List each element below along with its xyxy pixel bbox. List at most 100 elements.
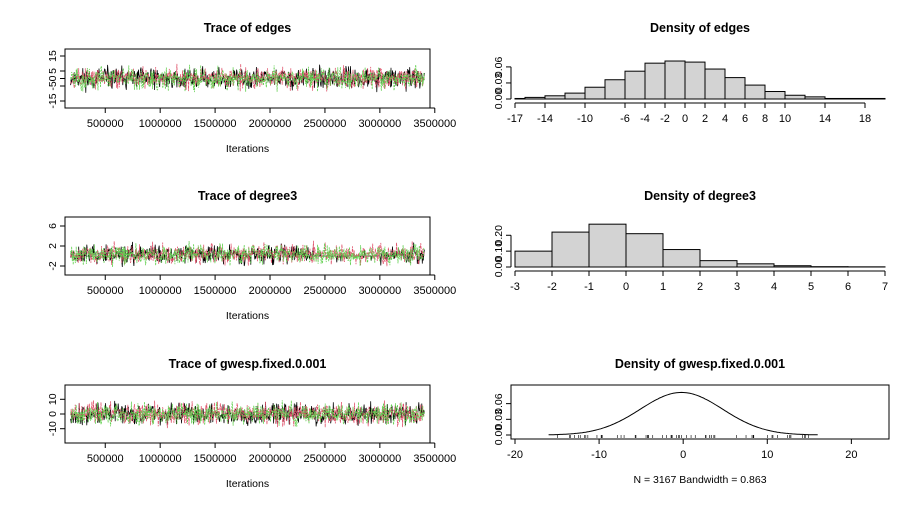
y-tick-label: 0.06 [493, 393, 505, 414]
x-tick-label: 2 [697, 281, 703, 293]
histogram-bar-10 [685, 62, 705, 99]
y-tick-label: 0.06 [493, 57, 505, 78]
y-tick-label: 0.20 [493, 225, 505, 246]
histogram-bar-12 [725, 78, 745, 99]
x-tick-label: 3 [734, 281, 740, 293]
x-tick-label: 500000 [87, 285, 124, 297]
histogram-bar-4 [565, 93, 585, 99]
histogram-bar-3 [545, 96, 565, 99]
x-tick-label: 1000000 [139, 453, 182, 465]
x-tick-label: -10 [577, 113, 593, 125]
x-tick-label: 1000000 [139, 118, 182, 130]
x-tick-label: 20 [845, 449, 857, 461]
x-tick-label: 500000 [87, 118, 124, 130]
x-tick-label: 2500000 [304, 118, 347, 130]
histogram-bar-17 [825, 98, 885, 99]
x-tick-label: 3500000 [413, 453, 456, 465]
chart-title: Density of degree3 [644, 189, 756, 203]
x-tick-label: 3000000 [358, 285, 401, 297]
x-tick-label: 3500000 [413, 118, 456, 130]
x-tick-label: 10 [779, 113, 791, 125]
y-tick-label: -2 [47, 261, 59, 270]
y-tick-label: 6 [47, 223, 59, 229]
chart-title: Trace of gwesp.fixed.0.001 [169, 357, 327, 371]
y-tick-label: -5 [47, 81, 59, 90]
histogram-bar-13 [745, 85, 765, 99]
x-tick-label: 2500000 [304, 453, 347, 465]
y-tick-label: -15 [47, 93, 59, 108]
x-axis-label: Iterations [226, 478, 269, 490]
x-tick-label: 4 [771, 281, 777, 293]
x-tick-label: -2 [660, 113, 670, 125]
x-tick-label: -1 [584, 281, 594, 293]
x-tick-label: 1500000 [194, 453, 237, 465]
x-tick-label: 6 [845, 281, 851, 293]
x-tick-label: 1 [660, 281, 666, 293]
density-curve [549, 392, 818, 434]
x-tick-label: -3 [510, 281, 520, 293]
x-tick-label: -6 [620, 113, 630, 125]
x-axis-label: Iterations [226, 310, 269, 322]
x-tick-label: -17 [507, 113, 523, 125]
histogram-bar-8 [774, 266, 811, 267]
x-tick-label: 2 [702, 113, 708, 125]
x-tick-label: -14 [537, 113, 553, 125]
histogram-bar-15 [785, 95, 805, 99]
x-tick-label: 6 [742, 113, 748, 125]
x-axis-label: Iterations [226, 143, 269, 155]
x-tick-label: 500000 [87, 453, 124, 465]
x-tick-label: 2000000 [249, 118, 292, 130]
histogram-bar-5 [663, 250, 700, 267]
plot-frame [511, 385, 889, 439]
histogram-bar-5 [585, 87, 605, 99]
x-tick-label: 5 [808, 281, 814, 293]
chart-title: Trace of edges [204, 21, 292, 35]
x-tick-label: 0 [623, 281, 629, 293]
x-tick-label: 10 [761, 449, 773, 461]
x-axis-label: N = 3167 Bandwidth = 0.863 [633, 474, 766, 486]
x-tick-label: 1500000 [194, 118, 237, 130]
chart-title: Density of edges [650, 21, 750, 35]
x-tick-label: 1000000 [139, 285, 182, 297]
y-tick-label: 5 [47, 68, 59, 74]
x-tick-label: 0 [680, 449, 686, 461]
histogram-bar-9 [665, 61, 685, 99]
histogram-bar-1 [515, 251, 552, 267]
chart-panel-1: Trace of edges 500000 1000000 1500000 200000… [47, 21, 456, 155]
chart-title: Density of gwesp.fixed.0.001 [615, 357, 785, 371]
x-tick-label: 0 [682, 113, 688, 125]
y-tick-label: 0 [47, 411, 59, 417]
x-tick-label: 14 [819, 113, 831, 125]
x-tick-label: -20 [507, 449, 523, 461]
histogram-bar-7 [625, 71, 645, 99]
x-tick-label: 2000000 [249, 285, 292, 297]
histogram-bar-1 [515, 98, 525, 99]
y-tick-label: -10 [47, 421, 59, 436]
y-tick-label: 2 [47, 243, 59, 249]
histogram-bar-11 [705, 69, 725, 99]
x-tick-label: 8 [762, 113, 768, 125]
histogram-bar-4 [626, 234, 663, 267]
x-tick-label: -2 [547, 281, 557, 293]
y-tick-label: 10 [47, 393, 59, 405]
x-tick-label: 18 [859, 113, 871, 125]
histogram-bar-7 [737, 264, 774, 267]
histogram-bar-16 [805, 97, 825, 99]
histogram-bar-8 [645, 63, 665, 99]
histogram-bar-6 [700, 261, 737, 267]
x-tick-label: 3000000 [358, 118, 401, 130]
histogram-bar-2 [525, 97, 545, 99]
x-tick-label: 2000000 [249, 453, 292, 465]
chart-title: Trace of degree3 [198, 189, 297, 203]
x-tick-label: -4 [640, 113, 650, 125]
plot-frame [65, 217, 430, 275]
y-tick-label: 0 [47, 75, 59, 81]
x-tick-label: 3500000 [413, 285, 456, 297]
x-tick-label: 2500000 [304, 285, 347, 297]
